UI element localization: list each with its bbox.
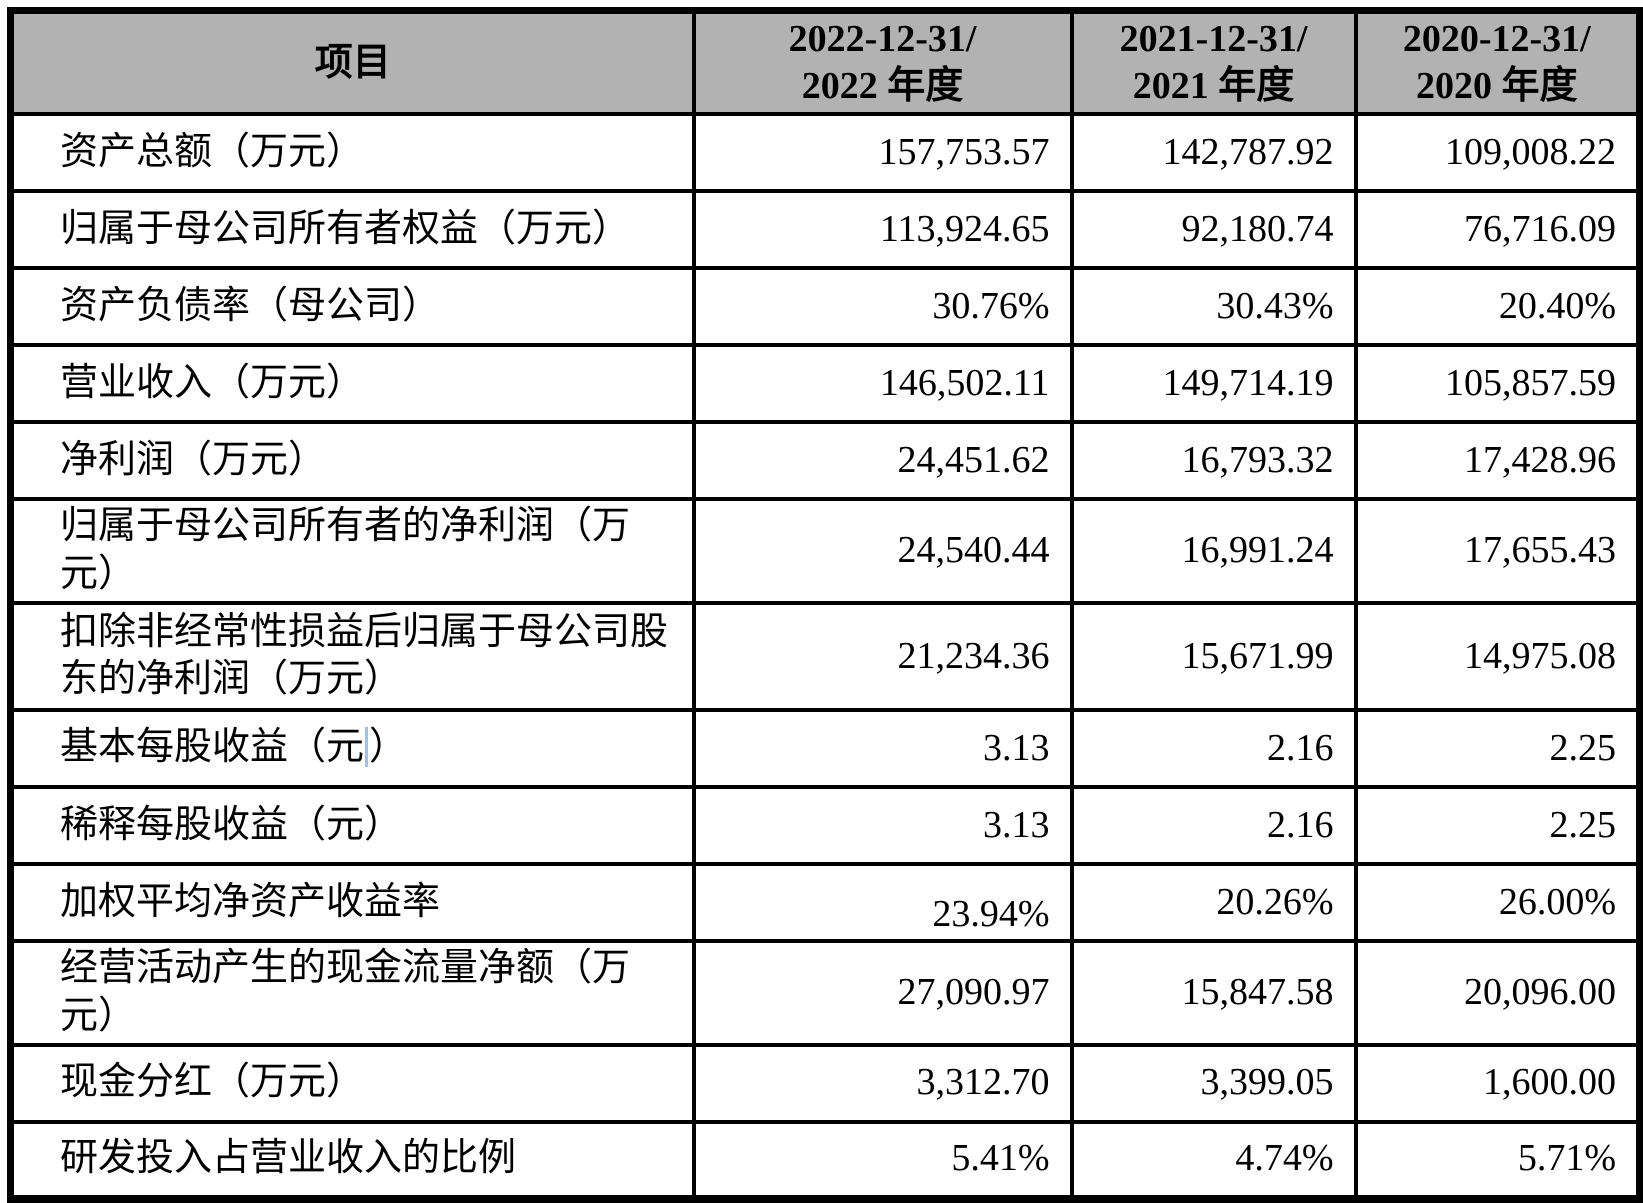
value-cell: 2.25 <box>1353 784 1642 866</box>
table-row: 研发投入占营业收入的比例 5.41% 4.74% 5.71% <box>8 1119 1642 1201</box>
row-label: 营业收入（万元） <box>8 343 696 425</box>
value-cell: 92,180.74 <box>1069 189 1358 271</box>
row-label: 稀释每股收益（元） <box>8 784 696 866</box>
value-cell: 16,991.24 <box>1069 497 1358 605</box>
header-period-2022: 2022-12-31/ 2022 年度 <box>691 8 1074 117</box>
row-label: 扣除非经常性损益后归属于母公司股东的净利润（万元） <box>8 600 696 712</box>
row-label: 加权平均净资产收益率 <box>8 861 696 943</box>
text-cursor-icon <box>365 727 369 768</box>
header-period-2022-line1: 2022-12-31/ <box>788 18 977 60</box>
row-label: 资产负债率（母公司） <box>8 266 696 348</box>
document-page: 项目 2022-12-31/ 2022 年度 2021-12-31/ 2021 … <box>7 7 1643 1203</box>
value-cell: 109,008.22 <box>1353 112 1642 194</box>
table-row: 加权平均净资产收益率 23.94% 20.26% 26.00% <box>8 861 1642 943</box>
header-period-2020-line2: 2020 年度 <box>1415 65 1578 108</box>
row-label: 净利润（万元） <box>8 420 696 502</box>
row-label: 基本每股收益（元） <box>8 707 696 789</box>
row-label: 研发投入占营业收入的比例 <box>8 1119 696 1201</box>
value-cell: 5.71% <box>1353 1119 1642 1201</box>
value-cell: 17,655.43 <box>1353 497 1642 605</box>
value-cell: 16,793.32 <box>1069 420 1358 502</box>
header-row: 项目 2022-12-31/ 2022 年度 2021-12-31/ 2021 … <box>8 8 1642 117</box>
value-cell: 3,399.05 <box>1069 1042 1358 1124</box>
value-cell: 3.13 <box>691 784 1074 866</box>
value-cell: 27,090.97 <box>691 938 1074 1047</box>
table-row: 经营活动产生的现金流量净额（万元） 27,090.97 15,847.58 20… <box>8 938 1642 1047</box>
table-row: 营业收入（万元） 146,502.11 149,714.19 105,857.5… <box>8 343 1642 425</box>
row-label: 归属于母公司所有者权益（万元） <box>8 189 696 271</box>
value-cell: 113,924.65 <box>691 189 1074 271</box>
table-row: 净利润（万元） 24,451.62 16,793.32 17,428.96 <box>8 420 1642 502</box>
value-cell: 20.26% <box>1069 861 1358 943</box>
value-cell: 142,787.92 <box>1069 112 1358 194</box>
value-cell: 30.76% <box>691 266 1074 348</box>
value-cell: 4.74% <box>1069 1119 1358 1201</box>
value-cell: 26.00% <box>1353 861 1642 943</box>
table-row: 归属于母公司所有者权益（万元） 113,924.65 92,180.74 76,… <box>8 189 1642 271</box>
value-cell: 3.13 <box>691 707 1074 789</box>
value-cell: 149,714.19 <box>1069 343 1358 425</box>
table-row: 基本每股收益（元） 3.13 2.16 2.25 <box>8 707 1642 789</box>
value-cell: 76,716.09 <box>1353 189 1642 271</box>
header-period-2022-line2: 2022 年度 <box>801 65 964 108</box>
value-cell: 20.40% <box>1353 266 1642 348</box>
header-period-2020: 2020-12-31/ 2020 年度 <box>1353 8 1642 117</box>
table-row: 资产总额（万元） 157,753.57 142,787.92 109,008.2… <box>8 112 1642 194</box>
table-row: 资产负债率（母公司） 30.76% 30.43% 20.40% <box>8 266 1642 348</box>
value-text: 23.94% <box>932 892 1050 935</box>
value-cell: 21,234.36 <box>691 600 1074 712</box>
table-row: 现金分红（万元） 3,312.70 3,399.05 1,600.00 <box>8 1042 1642 1124</box>
row-label-text: ） <box>369 725 408 768</box>
row-label: 经营活动产生的现金流量净额（万元） <box>8 938 696 1047</box>
value-cell: 1,600.00 <box>1353 1042 1642 1124</box>
value-cell: 24,451.62 <box>691 420 1074 502</box>
financial-summary-table: 项目 2022-12-31/ 2022 年度 2021-12-31/ 2021 … <box>7 7 1643 1203</box>
row-label: 现金分红（万元） <box>8 1042 696 1124</box>
table-row: 稀释每股收益（元） 3.13 2.16 2.25 <box>8 784 1642 866</box>
value-cell: 15,847.58 <box>1069 938 1358 1047</box>
header-item: 项目 <box>8 8 696 117</box>
header-period-2021-line2: 2021 年度 <box>1132 65 1295 108</box>
value-cell: 105,857.59 <box>1353 343 1642 425</box>
row-label: 归属于母公司所有者的净利润（万元） <box>8 497 696 605</box>
value-cell: 17,428.96 <box>1353 420 1642 502</box>
value-cell: 3,312.70 <box>691 1042 1074 1124</box>
value-cell: 2.25 <box>1353 707 1642 789</box>
value-cell: 30.43% <box>1069 266 1358 348</box>
header-period-2021: 2021-12-31/ 2021 年度 <box>1069 8 1358 117</box>
value-cell: 24,540.44 <box>691 497 1074 605</box>
value-cell: 20,096.00 <box>1353 938 1642 1047</box>
header-period-2020-line1: 2020-12-31/ <box>1402 18 1591 60</box>
table-row: 归属于母公司所有者的净利润（万元） 24,540.44 16,991.24 17… <box>8 497 1642 605</box>
value-cell: 15,671.99 <box>1069 600 1358 712</box>
row-label-text: 基本每股收益（元 <box>60 725 365 768</box>
table-row: 扣除非经常性损益后归属于母公司股东的净利润（万元） 21,234.36 15,6… <box>8 600 1642 712</box>
value-cell: 146,502.11 <box>691 343 1074 425</box>
row-label: 资产总额（万元） <box>8 112 696 194</box>
header-period-2021-line1: 2021-12-31/ <box>1119 18 1308 60</box>
value-cell: 5.41% <box>691 1119 1074 1201</box>
value-cell: 157,753.57 <box>691 112 1074 194</box>
value-cell: 2.16 <box>1069 707 1358 789</box>
value-cell: 23.94% <box>691 861 1074 943</box>
value-cell: 2.16 <box>1069 784 1358 866</box>
value-cell: 14,975.08 <box>1353 600 1642 712</box>
